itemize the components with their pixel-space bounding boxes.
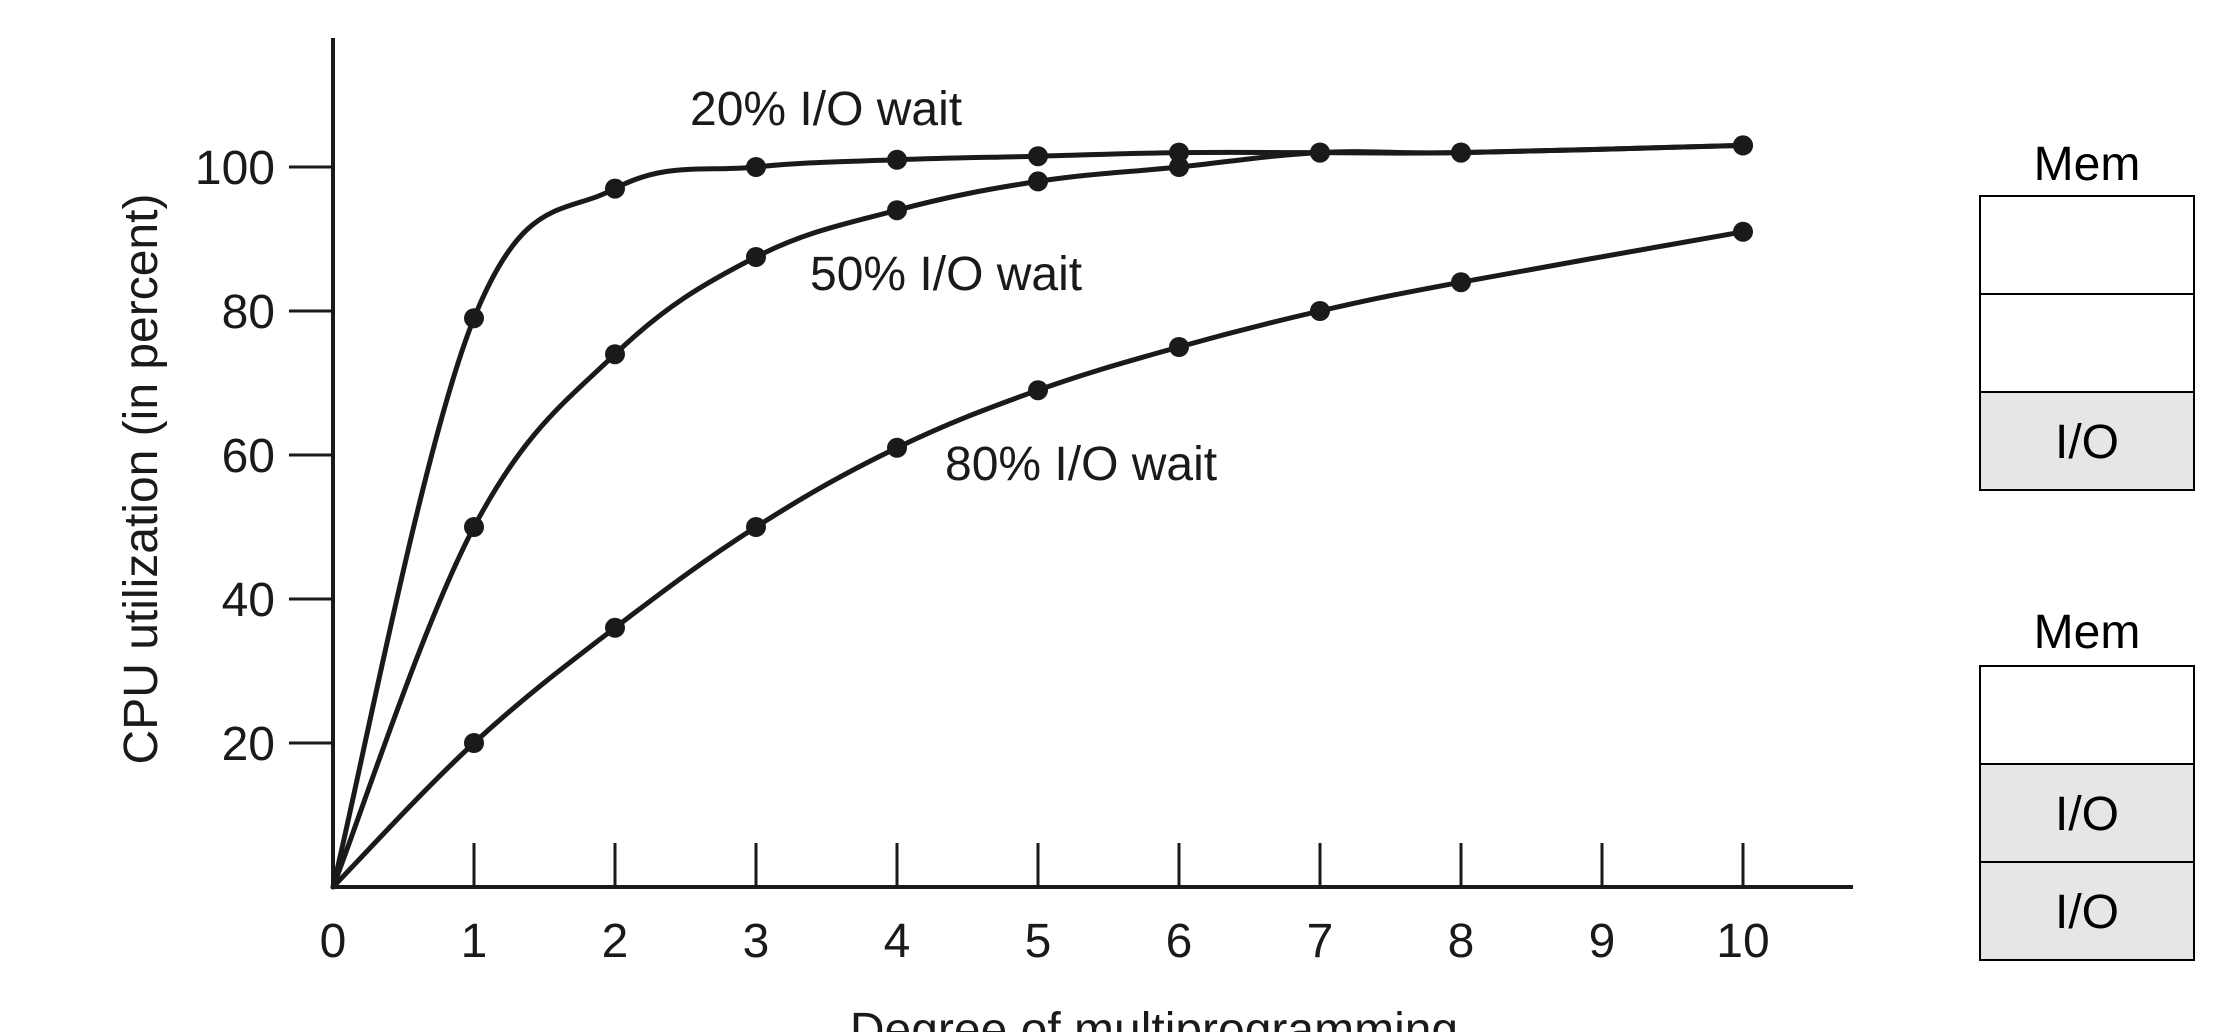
data-point bbox=[1451, 272, 1471, 293]
y-tick-label: 80 bbox=[222, 286, 275, 339]
series-label-2: 50% I/O wait bbox=[810, 248, 1082, 301]
data-point bbox=[887, 149, 907, 170]
x-tick-label: 2 bbox=[602, 915, 629, 968]
data-point bbox=[1733, 221, 1753, 242]
series-label-1: 20% I/O wait bbox=[690, 83, 962, 136]
data-point bbox=[1169, 142, 1189, 163]
memory-slot bbox=[1979, 665, 2195, 765]
memory-panel: Mem I/O I/O bbox=[1979, 606, 2195, 961]
series-line-3 bbox=[330, 229, 1746, 890]
memory-panel-title: Mem bbox=[2034, 138, 2141, 191]
memory-slot bbox=[1979, 195, 2195, 295]
labels: 20% I/O wait 50% I/O wait 80% I/O wait bbox=[690, 83, 1217, 491]
memory-panels: Mem I/O Mem I/O I/O bbox=[1979, 138, 2195, 961]
data-point bbox=[746, 247, 766, 267]
x-tick-label: 0 bbox=[320, 915, 347, 968]
data-point bbox=[1310, 301, 1330, 321]
data-point bbox=[1028, 380, 1048, 401]
data-point bbox=[605, 344, 625, 365]
y-tick-label: 20 bbox=[222, 718, 275, 771]
data-point bbox=[1310, 142, 1330, 163]
x-tick-label: 4 bbox=[884, 915, 911, 968]
x-axis-title: Degree of multiprogramming bbox=[850, 1004, 1458, 1032]
y-axis-title: CPU utilization (in percent) bbox=[115, 194, 168, 765]
x-tick-label: 9 bbox=[1589, 915, 1616, 968]
data-points bbox=[464, 135, 1753, 753]
x-tick-label: 3 bbox=[743, 915, 770, 968]
data-point bbox=[1451, 142, 1471, 163]
memory-slot-label: I/O bbox=[2055, 788, 2119, 841]
x-tick-label: 10 bbox=[1716, 915, 1769, 968]
memory-slot bbox=[1979, 293, 2195, 393]
y-tick-label: 40 bbox=[222, 574, 275, 627]
data-point bbox=[1169, 157, 1189, 177]
memory-slot-label: I/O bbox=[2055, 416, 2119, 469]
data-point bbox=[746, 157, 766, 177]
data-point bbox=[605, 617, 625, 638]
data-point bbox=[464, 733, 484, 753]
memory-panel-title: Mem bbox=[2034, 606, 2141, 659]
y-tick-label: 60 bbox=[222, 430, 275, 483]
data-point bbox=[887, 200, 907, 221]
data-point bbox=[746, 517, 766, 537]
x-tick-label: 1 bbox=[461, 915, 488, 968]
data-point bbox=[464, 308, 484, 329]
axes: 0 1 2 3 4 5 6 7 8 9 10 20 40 60 80 100 CPU utilization (… bbox=[115, 38, 1853, 1032]
data-point bbox=[1169, 337, 1189, 357]
data-point bbox=[1028, 171, 1048, 192]
x-tick-label: 8 bbox=[1448, 915, 1475, 968]
data-point bbox=[464, 517, 484, 537]
memory-panel: Mem I/O bbox=[1979, 138, 2195, 491]
data-point bbox=[1733, 135, 1753, 156]
series-label-3: 80% I/O wait bbox=[945, 438, 1217, 491]
data-point bbox=[887, 437, 907, 458]
memory-slot bbox=[1979, 763, 2195, 863]
x-tick-label: 6 bbox=[1166, 915, 1193, 968]
x-tick-label: 5 bbox=[1025, 915, 1052, 968]
memory-slot-label: I/O bbox=[2055, 886, 2119, 939]
data-point bbox=[1028, 146, 1048, 167]
series-line-2 bbox=[330, 142, 1746, 890]
memory-slot bbox=[1979, 391, 2195, 491]
data-point bbox=[605, 178, 625, 199]
memory-slot bbox=[1979, 861, 2195, 961]
x-tick-label: 7 bbox=[1307, 915, 1334, 968]
y-tick-label: 100 bbox=[195, 142, 275, 195]
